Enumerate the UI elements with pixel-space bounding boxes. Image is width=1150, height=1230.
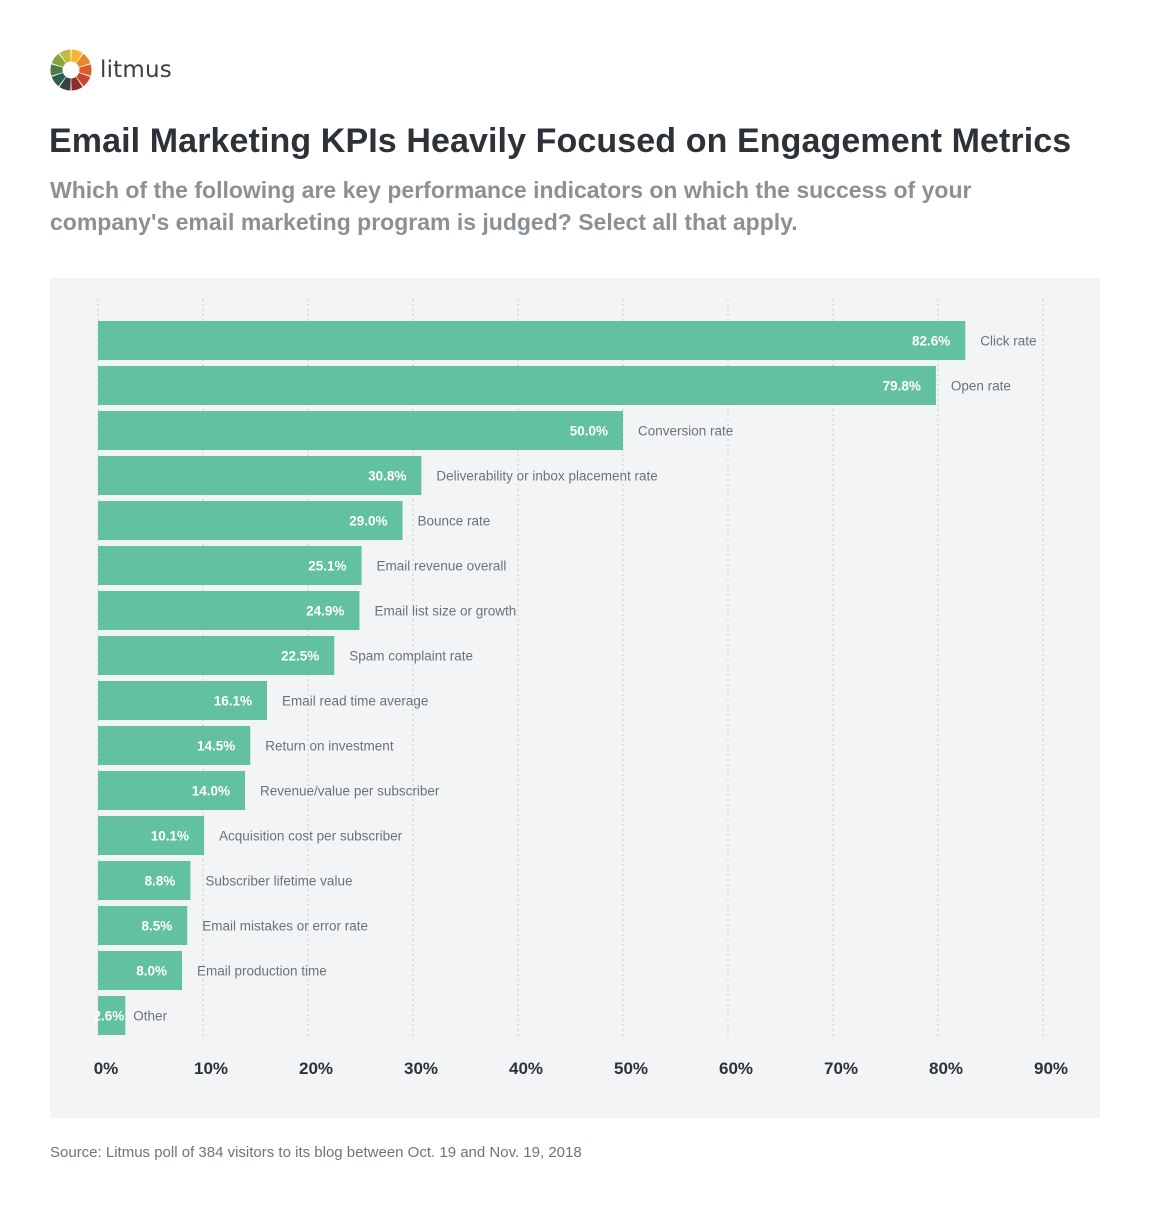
bar-category-label: Bounce rate — [418, 514, 491, 529]
bar-value-label: 29.0% — [349, 514, 387, 529]
bar[interactable] — [98, 681, 268, 720]
logo-segment — [76, 53, 91, 68]
litmus-logo-icon — [50, 49, 92, 91]
bar[interactable] — [98, 726, 251, 765]
bar-category-label: Return on investment — [265, 739, 394, 754]
logo-segment — [59, 77, 71, 91]
x-tick-label: 20% — [299, 1059, 333, 1078]
bar-value-label: 30.8% — [368, 469, 406, 484]
x-tick-label: 0% — [94, 1059, 119, 1078]
bar-value-label: 79.8% — [883, 379, 921, 394]
bar-value-label: 10.1% — [151, 829, 189, 844]
bar-value-label: 16.1% — [214, 694, 252, 709]
x-tick-label: 10% — [194, 1059, 228, 1078]
logo-segment — [51, 53, 66, 68]
bar-value-label: 50.0% — [570, 424, 608, 439]
bar-value-label: 24.9% — [306, 604, 344, 619]
x-tick-label: 60% — [719, 1059, 753, 1078]
bar-value-label: 14.5% — [197, 739, 235, 754]
logo-segment — [50, 64, 63, 76]
bar[interactable] — [98, 861, 191, 900]
logo-segment — [79, 64, 92, 76]
bar-value-label: 82.6% — [912, 334, 950, 349]
bar-category-label: Email production time — [197, 964, 327, 979]
bar-row: 14.0% Revenue/value per subscriber — [98, 771, 440, 810]
bar-value-label: 14.0% — [192, 784, 230, 799]
brand-name: litmus — [100, 57, 172, 83]
chart-subtitle: Which of the following are key performan… — [50, 177, 972, 235]
bar-row: 24.9% Email list size or growth — [98, 591, 516, 630]
bar-row: 8.8% Subscriber lifetime value — [98, 861, 352, 900]
bar-category-label: Other — [133, 1009, 167, 1024]
x-tick-label: 50% — [614, 1059, 648, 1078]
bar-value-label: 2.6% — [94, 1009, 125, 1024]
bar[interactable] — [98, 636, 335, 675]
bar-category-label: Deliverability or inbox placement rate — [436, 469, 657, 484]
bar-value-label: 8.5% — [141, 919, 172, 934]
bar-value-label: 22.5% — [281, 649, 319, 664]
bar-row: 10.1% Acquisition cost per subscriber — [98, 816, 403, 855]
bar[interactable] — [98, 906, 188, 945]
bar-row: 8.0% Email production time — [98, 951, 327, 990]
bar-row: 82.6% Click rate — [98, 321, 1037, 360]
chart-title: Email Marketing KPIs Heavily Focused on … — [49, 122, 1072, 160]
bar-chart: 82.6% Click rate 79.8% Open rate 50.0% Conver… — [94, 299, 1068, 1078]
bar[interactable] — [98, 501, 403, 540]
bar-category-label: Email revenue overall — [377, 559, 507, 574]
x-tick-label: 30% — [404, 1059, 438, 1078]
bar-category-label: Email read time average — [282, 694, 428, 709]
logo-segment — [76, 72, 91, 87]
bar[interactable] — [98, 366, 936, 405]
bar-value-label: 25.1% — [308, 559, 346, 574]
x-tick-label: 80% — [929, 1059, 963, 1078]
bar[interactable] — [98, 411, 623, 450]
x-tick-label: 40% — [509, 1059, 543, 1078]
litmus-logo[interactable]: litmus — [50, 49, 172, 91]
bar-row: 29.0% Bounce rate — [98, 501, 490, 540]
bar-category-label: Open rate — [951, 379, 1011, 394]
bar-row: 25.1% Email revenue overall — [98, 546, 506, 585]
bar-row: 8.5% Email mistakes or error rate — [98, 906, 368, 945]
bar-row: 22.5% Spam complaint rate — [98, 636, 473, 675]
x-tick-label: 70% — [824, 1059, 858, 1078]
bar-value-label: 8.0% — [136, 964, 167, 979]
logo-segment — [51, 72, 66, 87]
logo-segment — [71, 49, 83, 63]
bars: 82.6% Click rate 79.8% Open rate 50.0% Conver… — [94, 321, 1037, 1035]
bar[interactable] — [98, 591, 360, 630]
bar-row: 79.8% Open rate — [98, 366, 1011, 405]
bar-row: 2.6% Other — [94, 996, 168, 1035]
bar[interactable] — [98, 996, 126, 1035]
bar-category-label: Conversion rate — [638, 424, 733, 439]
bar-category-label: Revenue/value per subscriber — [260, 784, 440, 799]
x-tick-label: 90% — [1034, 1059, 1068, 1078]
bar-category-label: Subscriber lifetime value — [205, 874, 352, 889]
bar[interactable] — [98, 951, 182, 990]
bar-category-label: Spam complaint rate — [349, 649, 473, 664]
bar[interactable] — [98, 546, 362, 585]
bar-category-label: Click rate — [980, 334, 1036, 349]
bar[interactable] — [98, 771, 245, 810]
bar-category-label: Email mistakes or error rate — [202, 919, 368, 934]
source-note: Source: Litmus poll of 384 visitors to i… — [50, 1144, 582, 1161]
bar[interactable] — [98, 816, 205, 855]
bar-category-label: Email list size or growth — [374, 604, 516, 619]
bar-value-label: 8.8% — [145, 874, 176, 889]
logo-segment — [71, 77, 83, 91]
x-axis-ticks: 0% 10% 20% 30% 40% 50% 60% 70% 80% 90% — [94, 1059, 1068, 1078]
bar[interactable] — [98, 321, 966, 360]
bar-row: 14.5% Return on investment — [98, 726, 394, 765]
bar-row: 16.1% Email read time average — [98, 681, 428, 720]
logo-segment — [59, 49, 71, 63]
bar-row: 50.0% Conversion rate — [98, 411, 733, 450]
bar-category-label: Acquisition cost per subscriber — [219, 829, 403, 844]
bar[interactable] — [98, 456, 422, 495]
chart-panel: 82.6% Click rate 79.8% Open rate 50.0% Conver… — [50, 278, 1100, 1118]
bar-row: 30.8% Deliverability or inbox placement r… — [98, 456, 658, 495]
